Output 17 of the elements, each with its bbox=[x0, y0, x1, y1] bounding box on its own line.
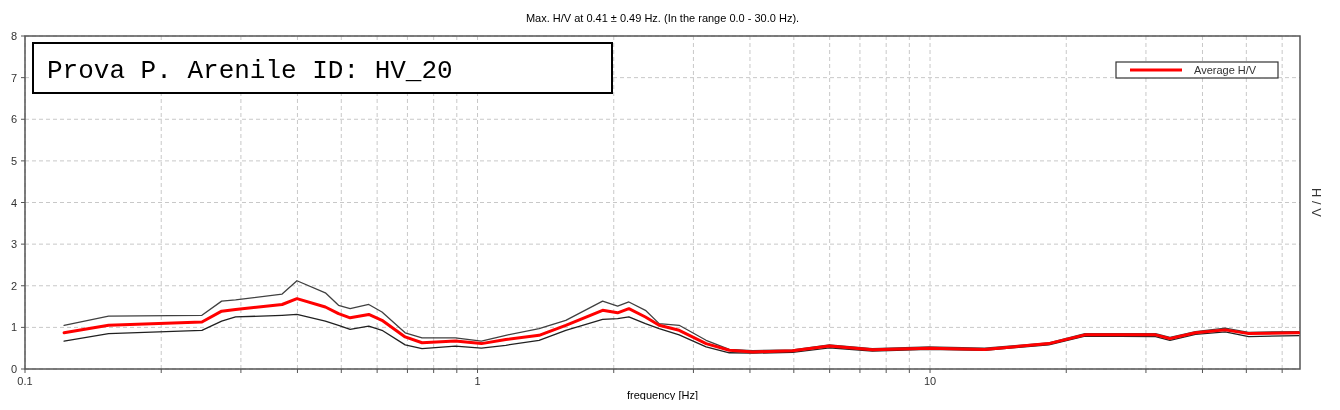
y-tick-label: 4 bbox=[10, 196, 17, 209]
legend-label: Average H/V bbox=[1194, 64, 1257, 76]
y-tick-label: 1 bbox=[10, 321, 17, 334]
x-tick-label: 1 bbox=[474, 375, 481, 387]
y-tick-label: 0 bbox=[10, 363, 17, 375]
y-axis-title: H / V bbox=[1309, 188, 1324, 218]
y-tick-label: 2 bbox=[10, 279, 17, 292]
y-tick-label: 7 bbox=[10, 71, 17, 84]
x-tick-label: 0.1 bbox=[17, 375, 33, 387]
x-tick-label: 10 bbox=[923, 375, 937, 387]
annotation: Prova P. Arenile ID: HV_20 bbox=[47, 56, 453, 86]
y-tick-label: 6 bbox=[10, 113, 17, 126]
chart-title: Max. H/V at 0.41 ± 0.49 Hz. (In the range 0.0 - 30.0 Hz). bbox=[525, 12, 800, 24]
y-tick-label: 3 bbox=[10, 238, 17, 251]
text-box: Prova P. Arenile ID: HV_20 bbox=[32, 42, 613, 94]
y-tick-label: 8 bbox=[10, 30, 17, 42]
y-tick-label: 5 bbox=[10, 154, 17, 167]
